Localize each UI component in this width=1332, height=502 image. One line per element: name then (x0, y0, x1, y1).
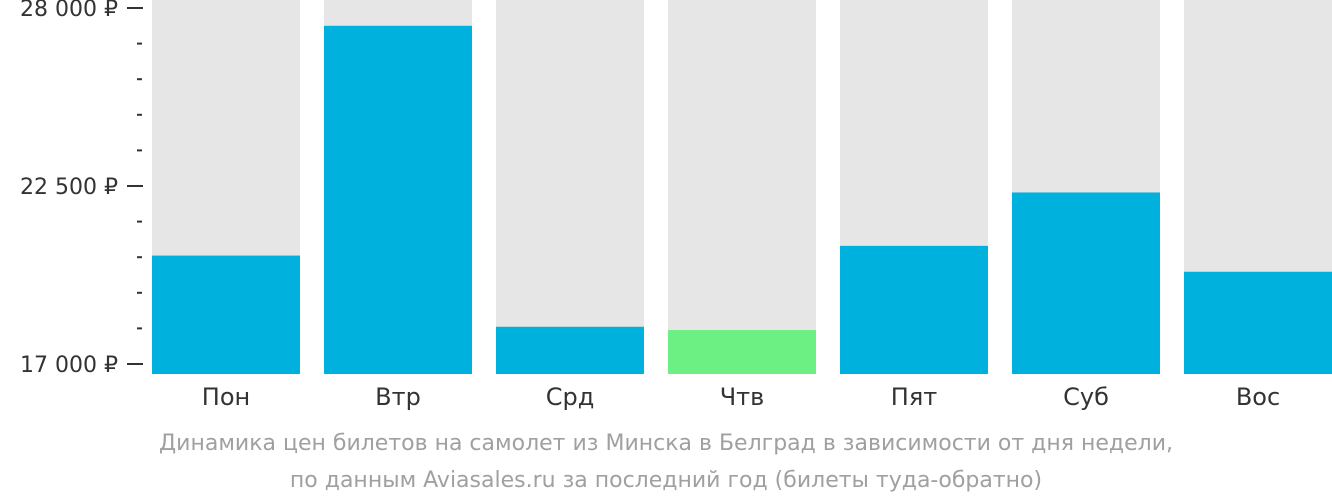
bars (152, 0, 1332, 375)
bar-background (496, 0, 644, 374)
price-by-weekday-chart: 28 000 ₽ 22 500 ₽ 17 000 ₽ Пон Втр Срд Чтв Пят… (20, 0, 1332, 411)
y-tick-label: 22 500 ₽ (20, 175, 118, 200)
x-tick-label: Пят (891, 383, 937, 411)
bar-background (668, 0, 816, 374)
x-tick-label: Суб (1063, 383, 1109, 411)
x-tick-label: Срд (546, 383, 595, 411)
bar-5 (840, 245, 988, 374)
y-tick-label: 28 000 ₽ (20, 0, 118, 22)
chart-caption-line-1: Динамика цен билетов на самолет из Минск… (158, 431, 1174, 456)
bar-3 (496, 326, 644, 374)
bar-2 (324, 25, 472, 375)
bar-1 (152, 255, 300, 374)
y-axis-ticks: 28 000 ₽ 22 500 ₽ 17 000 ₽ (20, 0, 143, 378)
x-tick-label: Вос (1236, 383, 1280, 411)
x-axis-labels: Пон Втр Срд Чтв Пят Суб Вос (202, 383, 1280, 411)
bar-7 (1184, 271, 1332, 374)
x-tick-label: Чтв (720, 383, 765, 411)
x-tick-label: Втр (375, 383, 421, 411)
x-tick-label: Пон (202, 383, 250, 411)
bar-4 (668, 330, 816, 374)
y-tick-label: 17 000 ₽ (20, 353, 118, 378)
chart-caption-line-2: по данным Aviasales.ru за последний год … (289, 468, 1043, 493)
bar-6 (1012, 192, 1160, 374)
